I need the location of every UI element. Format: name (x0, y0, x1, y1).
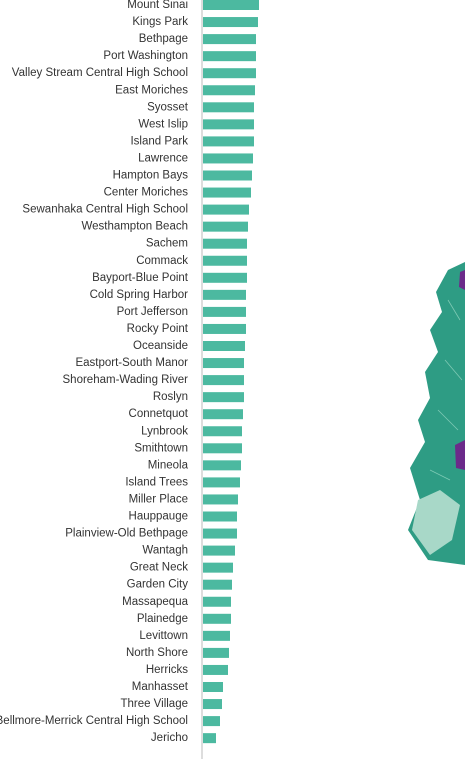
map (408, 262, 465, 565)
map-region (408, 262, 465, 565)
bar (203, 289, 246, 300)
bar (203, 358, 244, 369)
bar (203, 494, 238, 505)
bar (203, 204, 249, 215)
y-tick-label: Three Village (120, 698, 188, 710)
y-tick-label: Port Washington (103, 50, 188, 62)
y-tick-label: Commack (136, 255, 188, 267)
bar (203, 153, 253, 164)
bar (203, 562, 233, 573)
y-tick-label: Miller Place (129, 493, 188, 505)
bar (203, 0, 259, 10)
y-tick-label: Herricks (146, 664, 188, 676)
y-tick-label: Center Moriches (104, 187, 189, 199)
y-tick-label: Bellmore-Merrick Central High School (0, 715, 188, 727)
y-tick-label: Kings Park (132, 16, 188, 28)
y-tick-label: Smithtown (134, 442, 188, 454)
bar (203, 426, 242, 437)
bar (203, 187, 251, 198)
map-region (455, 440, 465, 470)
y-tick-label: Plainedge (137, 613, 188, 625)
bar (203, 699, 222, 710)
y-tick-label: Massapequa (122, 596, 188, 608)
bar (203, 375, 244, 386)
bar (203, 238, 247, 249)
bar (203, 306, 246, 317)
bar (203, 460, 241, 471)
y-tick-label: Connetquot (129, 408, 189, 420)
bar (203, 443, 242, 454)
bar (203, 733, 216, 744)
y-tick-label: Great Neck (130, 562, 188, 574)
y-tick-label: Mineola (148, 459, 189, 471)
y-tick-label: Eastport-South Manor (75, 357, 188, 369)
bar (203, 409, 243, 420)
bar (203, 323, 246, 334)
y-tick-label: North Shore (126, 647, 188, 659)
y-tick-label: Westhampton Beach (81, 221, 188, 233)
y-tick-label: Island Trees (125, 476, 188, 488)
y-tick-label: Oceanside (133, 340, 188, 352)
bar (203, 392, 244, 403)
bar (203, 102, 254, 113)
bar (203, 682, 223, 692)
map-region (459, 270, 465, 290)
y-tick-label: Rocky Point (127, 323, 189, 335)
bar (203, 17, 258, 28)
y-tick-label: Roslyn (153, 391, 188, 403)
bar (203, 716, 220, 727)
bar (203, 51, 256, 62)
y-tick-label: Hauppauge (129, 511, 188, 523)
y-tick-label: Shoreham-Wading River (63, 374, 189, 386)
bar (203, 272, 247, 283)
y-tick-label: East Moriches (115, 84, 188, 96)
bar (203, 255, 247, 266)
y-tick-label: Mount Sinai (127, 0, 188, 11)
bar (203, 596, 231, 607)
bar (203, 68, 256, 79)
bar (203, 85, 255, 96)
y-tick-label: Syosset (147, 101, 189, 113)
y-tick-label: Island Park (130, 135, 188, 147)
bar (203, 34, 256, 45)
y-tick-label: Bayport-Blue Point (92, 272, 189, 284)
y-tick-label: Cold Spring Harbor (90, 289, 189, 301)
y-tick-label: Sachem (146, 238, 188, 250)
bar (203, 511, 237, 522)
y-tick-label: Valley Stream Central High School (12, 67, 188, 79)
bar (203, 613, 231, 624)
y-tick-label: Bethpage (139, 33, 188, 45)
y-tick-label: Lynbrook (141, 425, 188, 437)
y-tick-label: Plainview-Old Bethpage (65, 528, 188, 540)
bar (203, 664, 228, 675)
y-tick-label: Sewanhaka Central High School (22, 204, 188, 216)
y-tick-label: Manhasset (132, 681, 189, 693)
y-tick-label: Hampton Bays (113, 170, 189, 182)
y-tick-label: Levittown (139, 630, 188, 642)
y-tick-label: Lawrence (138, 152, 188, 164)
bar (203, 545, 235, 556)
y-tick-label: Garden City (127, 579, 189, 591)
bar (203, 579, 232, 590)
bar (203, 221, 248, 232)
bar (203, 119, 254, 130)
bar (203, 136, 254, 147)
bar (203, 647, 229, 658)
map-region (412, 490, 460, 555)
bar (203, 630, 230, 641)
y-tick-label: Port Jefferson (117, 306, 188, 318)
bar (203, 170, 252, 181)
bar (203, 477, 240, 488)
y-tick-label: Jericho (151, 732, 188, 744)
bar (203, 528, 237, 539)
y-tick-label: Wantagh (142, 545, 188, 557)
y-tick-label: West Islip (138, 118, 188, 130)
map-border (429, 299, 463, 481)
bar (203, 341, 245, 351)
